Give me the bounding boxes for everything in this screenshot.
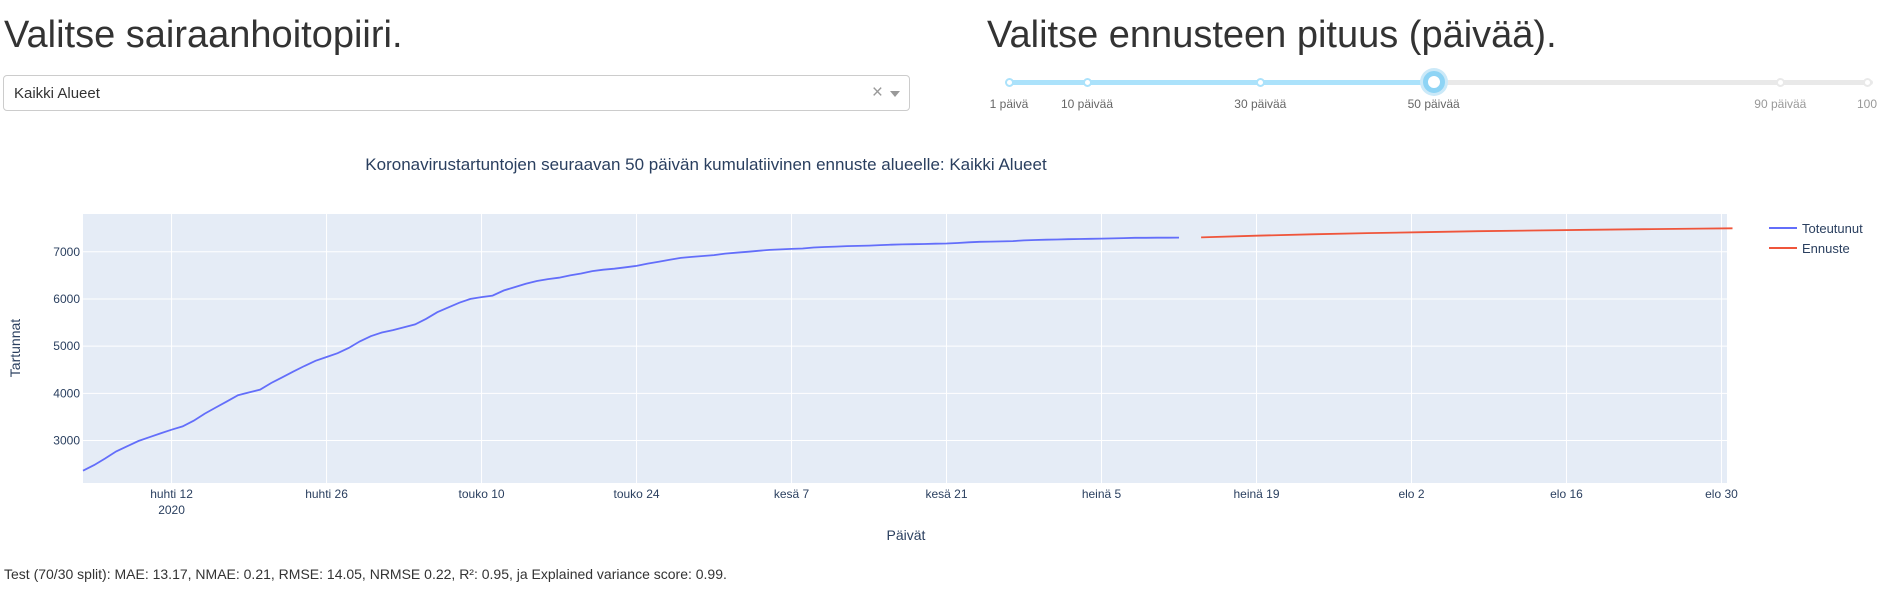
slider-dot[interactable] (1776, 78, 1786, 87)
slider-dot[interactable] (1005, 78, 1014, 87)
x-tick-label: heinä 19 (1233, 487, 1279, 501)
plot-area (83, 214, 1727, 483)
district-dropdown[interactable]: Kaikki Alueet × (3, 75, 910, 111)
district-heading: Valitse sairaanhoitopiiri. (4, 14, 403, 56)
x-tick-sublabel: 2020 (158, 503, 185, 517)
x-tick-label: touko 10 (459, 487, 505, 501)
series-line-ennuste (1201, 227, 1733, 239)
slider-handle[interactable] (1422, 71, 1445, 93)
y-tick-label: 7000 (53, 245, 80, 259)
y-axis-label: Tartunnat (7, 319, 23, 377)
slider-mark-label[interactable]: 30 päivää (1234, 97, 1287, 111)
y-tick-label: 3000 (53, 434, 80, 448)
chevron-down-icon[interactable] (890, 91, 900, 97)
y-tick-label: 5000 (53, 339, 80, 353)
forecast-length-heading: Valitse ennusteen pituus (päivää). (987, 14, 1557, 56)
slider-mark-label[interactable]: 50 päivää (1407, 97, 1460, 111)
slider-mark-label[interactable]: 1 päivä (989, 97, 1029, 111)
slider-dot[interactable] (1256, 78, 1266, 87)
x-tick-label: elo 2 (1398, 487, 1424, 501)
clear-icon[interactable]: × (871, 82, 883, 103)
x-tick-label: touko 24 (614, 487, 660, 501)
legend-label: Toteutunut (1802, 221, 1863, 236)
x-tick-label: heinä 5 (1082, 487, 1122, 501)
x-tick-label: kesä 21 (925, 487, 967, 501)
x-axis-label: Päivät (887, 527, 926, 543)
forecast-length-slider[interactable]: 1 päivä 10 päivää 30 päivää 50 päivää 90 päi… (990, 68, 1877, 118)
slider-track[interactable] (1009, 80, 1434, 85)
district-selected-value: Kaikki Alueet (14, 85, 100, 102)
y-tick-label: 6000 (53, 292, 80, 306)
slider-mark-label[interactable]: 90 päivää (1754, 97, 1807, 111)
forecast-chart: 3000 4000 5000 6000 7000 huhti 12 2020 huhti 26… (7, 155, 1863, 543)
y-tick-label: 4000 (53, 386, 80, 400)
slider-mark-label[interactable]: 100 (1856, 97, 1878, 111)
chart-title: Koronavirustartuntojen seuraavan 50 päiv… (365, 155, 1047, 174)
legend-label: Ennuste (1802, 241, 1850, 256)
slider-mark-label[interactable]: 10 päivää (1060, 97, 1114, 111)
slider-dot[interactable] (1863, 78, 1872, 87)
series-line-toteutunut (82, 236, 1180, 472)
x-tick-label: huhti 12 (150, 487, 193, 501)
x-tick-label: elo 16 (1550, 487, 1583, 501)
x-tick-label: huhti 26 (305, 487, 348, 501)
slider-dot[interactable] (1083, 78, 1092, 87)
x-tick-label: kesä 7 (774, 487, 810, 501)
x-tick-label: elo 30 (1705, 487, 1738, 501)
metrics-text: Test (70/30 split): MAE: 13.17, NMAE: 0.… (4, 566, 727, 582)
